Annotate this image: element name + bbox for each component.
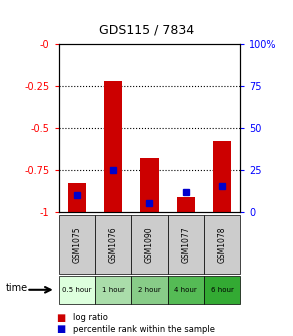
Bar	[140, 158, 159, 212]
Text: GSM1076: GSM1076	[109, 226, 117, 263]
Text: 1 hour: 1 hour	[102, 287, 125, 293]
Text: GDS115 / 7834: GDS115 / 7834	[99, 24, 194, 37]
Text: log ratio: log ratio	[73, 313, 108, 322]
Bar	[213, 141, 231, 212]
Text: 0.5 hour: 0.5 hour	[62, 287, 91, 293]
Text: percentile rank within the sample: percentile rank within the sample	[73, 325, 215, 334]
Text: ■: ■	[56, 324, 65, 334]
Bar	[68, 183, 86, 212]
Bar	[177, 197, 195, 212]
Text: 6 hour: 6 hour	[211, 287, 234, 293]
Text: 2 hour: 2 hour	[138, 287, 161, 293]
Text: 4 hour: 4 hour	[174, 287, 197, 293]
Text: GSM1090: GSM1090	[145, 226, 154, 263]
Text: GSM1078: GSM1078	[218, 226, 226, 263]
Text: GSM1075: GSM1075	[72, 226, 81, 263]
Text: time: time	[6, 283, 28, 293]
Text: ■: ■	[56, 312, 65, 323]
Bar	[104, 81, 122, 212]
Text: GSM1077: GSM1077	[181, 226, 190, 263]
